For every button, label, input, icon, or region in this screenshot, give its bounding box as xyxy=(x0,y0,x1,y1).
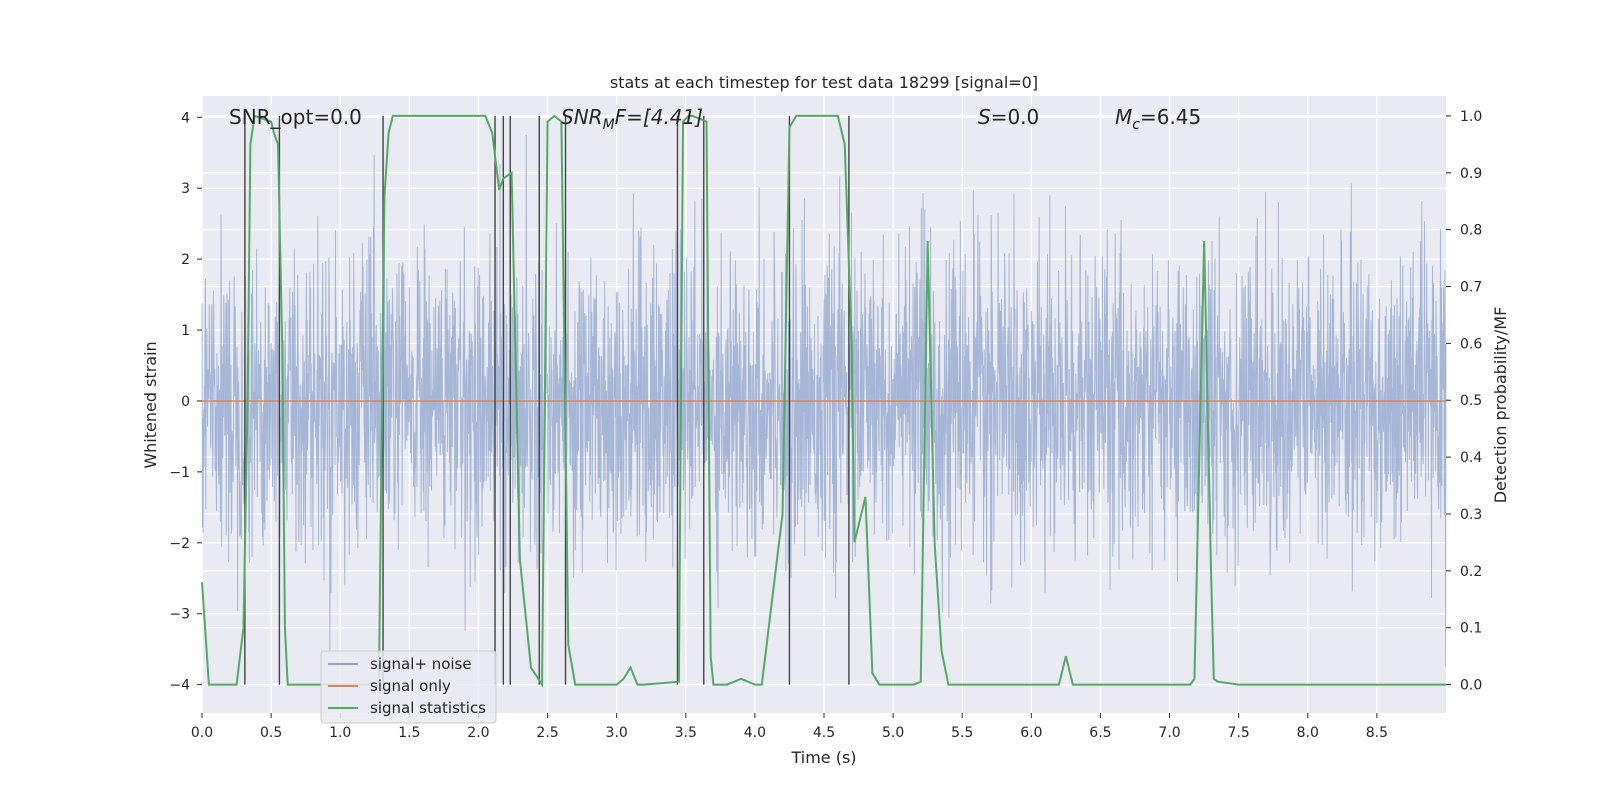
x-tick-label-10: 5.0 xyxy=(882,725,904,741)
y2-tick-label-9: 0.9 xyxy=(1460,166,1482,182)
y-tick-label-2: −2 xyxy=(169,536,190,552)
x-tick-label-6: 3.0 xyxy=(606,725,628,741)
x-tick-label-11: 5.5 xyxy=(951,725,973,741)
x-tick-label-0: 0.0 xyxy=(191,725,213,741)
x-tick-label-12: 6.0 xyxy=(1020,725,1042,741)
x-tick-label-7: 3.5 xyxy=(675,725,697,741)
x-tick-label-5: 2.5 xyxy=(536,725,558,741)
y-tick-label-5: 1 xyxy=(181,323,190,339)
x-tick-label-17: 8.5 xyxy=(1366,725,1388,741)
y2-tick-label-8: 0.8 xyxy=(1460,223,1482,239)
y-tick-label-1: −3 xyxy=(169,607,190,623)
x-tick-label-15: 7.5 xyxy=(1228,725,1250,741)
y2-tick-label-6: 0.6 xyxy=(1460,336,1482,352)
y2-tick-label-0: 0.0 xyxy=(1460,678,1482,694)
x-tick-label-16: 8.0 xyxy=(1297,725,1319,741)
legend-label-signal-statistics: signal statistics xyxy=(370,699,486,717)
y2-axis-ticks: 0.0 0.1 0.2 0.3 0.4 0.5 0.6 0.7 0.8 0.9 1.0 xyxy=(1446,109,1482,694)
x-axis-label: Time (s) xyxy=(790,748,856,767)
y2-tick-label-3: 0.3 xyxy=(1460,507,1482,523)
x-tick-label-8: 4.0 xyxy=(744,725,766,741)
x-tick-label-14: 7.0 xyxy=(1158,725,1180,741)
legend: signal+ noise signal only signal statist… xyxy=(321,651,496,723)
chart-figure: 0.0 0.5 1.0 1.5 2.0 2.5 3.0 3.5 4.0 4.5 5.0 5.5 6.0 6… xyxy=(0,0,1600,800)
x-tick-label-13: 6.5 xyxy=(1089,725,1111,741)
chart-title: stats at each timestep for test data 182… xyxy=(610,73,1038,92)
y-tick-label-0: −4 xyxy=(169,678,190,694)
y2-tick-label-2: 0.2 xyxy=(1460,564,1482,580)
annotation-snr-mf-rest: F=[4.41] xyxy=(615,105,703,129)
annotation-snr-opt: SNR_opt=0.0 xyxy=(229,105,362,129)
x-tick-label-4: 2.0 xyxy=(467,725,489,741)
annotation-snr-mf-symbol: SNR xyxy=(561,105,603,129)
y2-tick-label-4: 0.4 xyxy=(1460,450,1482,466)
legend-label-signal-only: signal only xyxy=(370,677,451,695)
x-tick-label-9: 4.5 xyxy=(813,725,835,741)
x-tick-label-3: 1.5 xyxy=(398,725,420,741)
x-tick-label-2: 1.0 xyxy=(329,725,351,741)
y-tick-label-3: −1 xyxy=(169,465,190,481)
y2-tick-label-10: 1.0 xyxy=(1460,109,1482,125)
y-axis-ticks: −4 −3 −2 −1 0 1 2 3 4 xyxy=(169,110,202,693)
annotation-snr-mf: SNRMF=[4.41] xyxy=(561,105,703,133)
annotation-mc-symbol: M xyxy=(1115,105,1132,129)
y2-axis-label: Detection probability/MF xyxy=(1491,307,1510,504)
y-tick-label-8: 4 xyxy=(181,110,190,126)
x-tick-label-1: 0.5 xyxy=(260,725,282,741)
annotation-s: S=0.0 xyxy=(978,105,1039,129)
annotation-snr-mf-sub: M xyxy=(603,117,615,133)
annotation-s-symbol: S xyxy=(978,105,991,129)
legend-label-signal-noise: signal+ noise xyxy=(370,655,472,673)
y2-tick-label-5: 0.5 xyxy=(1460,393,1482,409)
annotation-s-value: =0.0 xyxy=(991,105,1040,129)
y-tick-label-6: 2 xyxy=(181,252,190,268)
annotation-mc: Mc=6.45 xyxy=(1115,105,1201,133)
annotation-mc-value: =6.45 xyxy=(1140,105,1201,129)
y2-tick-label-1: 0.1 xyxy=(1460,621,1482,637)
y-axis-label: Whitened strain xyxy=(141,341,160,468)
y-tick-label-7: 3 xyxy=(181,181,190,197)
y2-tick-label-7: 0.7 xyxy=(1460,280,1482,296)
y-tick-label-4: 0 xyxy=(181,394,190,410)
